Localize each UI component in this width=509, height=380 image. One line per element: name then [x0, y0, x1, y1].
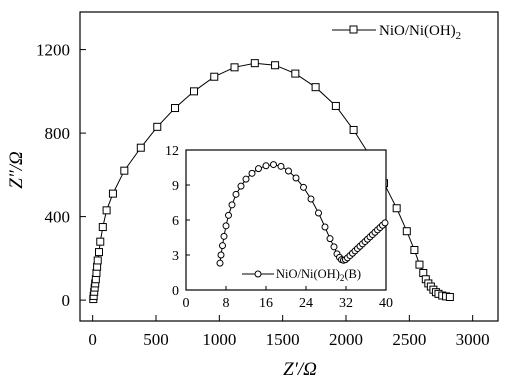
data-point	[190, 87, 198, 96]
data-point	[307, 195, 315, 203]
inset-y-axis: 0 3 6 9 12	[165, 144, 190, 299]
data-point	[242, 175, 250, 183]
data-point	[230, 63, 239, 72]
inset-plot: 0 8 16 24 32 40 0 3 6 9 12 NiO/Ni(OH)2(B)	[165, 144, 393, 311]
y-tick-label: 6	[172, 214, 179, 229]
main-legend-subscript: 2	[456, 30, 462, 42]
data-point	[210, 72, 219, 81]
x-tick-label: 32	[339, 296, 353, 311]
data-point	[330, 243, 338, 251]
inset-x-axis: 0 8 16 24 32 40	[183, 286, 393, 311]
data-point	[216, 259, 224, 267]
data-point	[300, 183, 307, 191]
data-point	[171, 104, 179, 113]
data-point	[102, 206, 111, 215]
y-tick-label: 12	[165, 144, 179, 159]
data-point	[95, 248, 103, 257]
data-point	[415, 260, 424, 269]
data-point	[315, 209, 322, 217]
data-point	[153, 122, 162, 131]
inset-legend-marker	[254, 270, 262, 278]
data-point	[311, 83, 320, 92]
main-legend-label: NiO/Ni(OH)2	[379, 23, 461, 42]
x-tick-label: 1500	[266, 330, 300, 349]
y-tick-label: 0	[62, 291, 71, 310]
y-tick-label: 400	[45, 208, 71, 227]
data-point	[402, 227, 411, 236]
inset-series	[216, 161, 389, 267]
data-point	[136, 143, 145, 152]
data-point	[232, 190, 240, 198]
y-tick-label: 1200	[36, 41, 70, 60]
y-tick-label: 0	[172, 284, 179, 299]
x-tick-label: 2000	[329, 330, 363, 349]
x-tick-label: 24	[299, 296, 313, 311]
data-point	[220, 232, 228, 240]
y-axis-title: Z″/Ω	[6, 151, 27, 189]
x-tick-label: 2500	[392, 330, 426, 349]
x-tick-label: 500	[143, 330, 169, 349]
data-point	[292, 174, 300, 182]
data-point	[381, 219, 389, 227]
data-point	[392, 204, 401, 213]
inset-legend-suffix: (B)	[344, 267, 361, 281]
data-point	[250, 59, 259, 68]
data-point	[248, 169, 256, 177]
y-tick-label: 3	[172, 249, 179, 264]
data-point	[255, 165, 262, 173]
data-point	[98, 223, 107, 232]
main-plot-frame	[79, 11, 499, 322]
data-point	[349, 125, 358, 134]
data-point	[277, 162, 285, 170]
data-point	[262, 162, 270, 170]
inset-legend: NiO/Ni(OH)2(B)	[242, 267, 361, 283]
data-point	[219, 242, 226, 250]
data-point	[108, 189, 117, 198]
x-tick-label: 40	[379, 296, 393, 311]
main-legend-marker	[349, 25, 358, 34]
x-tick-label: 16	[259, 296, 273, 311]
inset-legend-subscript: 2	[340, 273, 345, 283]
x-tick-label: 0	[183, 296, 190, 311]
data-point	[271, 61, 280, 70]
data-point	[331, 101, 340, 110]
data-point	[93, 256, 102, 265]
main-x-axis: 0 500 1000 1500 2000 2500 3000	[88, 315, 490, 349]
x-tick-label: 0	[88, 330, 97, 349]
y-tick-label: 800	[45, 124, 71, 143]
data-point	[96, 237, 105, 246]
data-point	[120, 166, 129, 175]
data-point	[321, 223, 329, 231]
data-point	[217, 251, 225, 259]
data-point	[222, 222, 230, 230]
data-point	[237, 182, 245, 190]
data-point	[445, 292, 454, 301]
main-y-axis: 0 400 800 1200	[36, 41, 86, 310]
x-tick-label: 8	[223, 296, 230, 311]
data-point	[291, 69, 300, 78]
x-tick-label: 1000	[202, 330, 236, 349]
y-tick-label: 9	[172, 179, 179, 194]
data-point	[270, 161, 277, 169]
data-point	[410, 246, 419, 255]
main-legend-name: NiO/Ni(OH)	[379, 23, 456, 39]
data-point	[225, 211, 232, 219]
inset-legend-label: NiO/Ni(OH)2(B)	[276, 267, 361, 283]
data-point	[228, 201, 236, 209]
x-tick-label: 3000	[456, 330, 490, 349]
x-axis-title: Z′/Ω	[283, 359, 317, 380]
data-point	[285, 167, 292, 175]
data-point	[326, 235, 334, 243]
inset-legend-name: NiO/Ni(OH)	[276, 267, 340, 281]
main-legend: NiO/Ni(OH)2	[332, 23, 461, 42]
